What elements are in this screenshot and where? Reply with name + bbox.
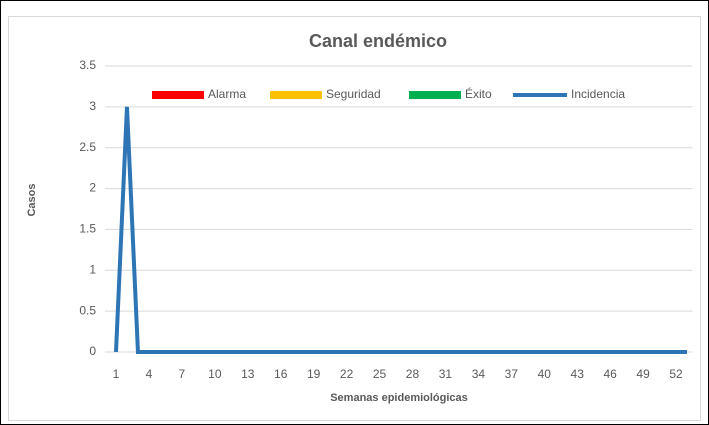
legend-label: Alarma [208,87,246,101]
x-axis-title: Semanas epidemiológicas [330,392,468,404]
legend-marker [152,91,204,99]
x-tick-label: 10 [208,367,222,381]
legend-marker [409,91,461,99]
x-tick-label: 28 [406,367,420,381]
x-tick-label: 13 [241,367,255,381]
x-tick-label: 25 [373,367,387,381]
chart-title: Canal endémico [309,31,447,51]
y-axis-title: Casos [26,183,38,216]
y-tick-label: 3.5 [79,58,96,72]
legend-marker [270,91,322,99]
y-tick-label: 1.5 [79,222,96,236]
x-tick-label: 1 [113,367,120,381]
x-tick-label: 40 [538,367,552,381]
legend-label: Éxito [465,86,492,101]
y-tick-label: 0.5 [79,303,96,317]
y-tick-label: 1 [89,262,96,276]
x-tick-label: 31 [439,367,453,381]
x-tick-label: 22 [340,367,354,381]
y-tick-label: 2 [89,181,96,195]
y-tick-label: 2.5 [79,140,96,154]
x-tick-label: 52 [669,367,683,381]
x-tick-label: 4 [146,367,153,381]
y-tick-label: 0 [89,344,96,358]
x-tick-label: 7 [179,367,186,381]
x-tick-label: 34 [472,367,486,381]
x-tick-label: 46 [603,367,617,381]
x-tick-label: 19 [307,367,321,381]
legend-label: Incidencia [571,87,625,101]
y-tick-label: 3 [89,99,96,113]
x-tick-label: 37 [505,367,519,381]
line [113,106,688,354]
x-tick-label: 43 [571,367,585,381]
legend-label: Seguridad [326,87,381,101]
x-tick-label: 49 [636,367,650,381]
chart-area [8,16,701,421]
x-tick-label: 16 [274,367,288,381]
